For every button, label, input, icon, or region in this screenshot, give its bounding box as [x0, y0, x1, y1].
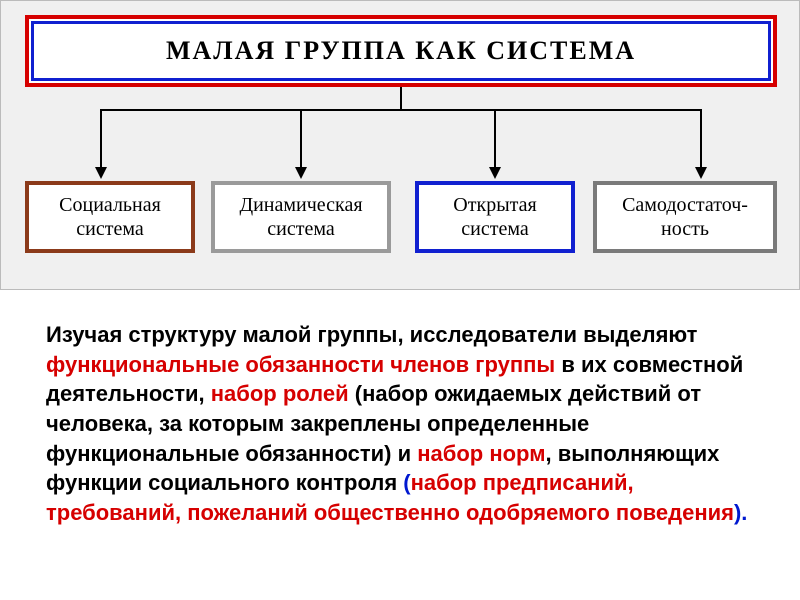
child-box-1: Социальнаясистема: [25, 181, 195, 253]
child-text-4: Самодостаточ-ность: [622, 193, 748, 241]
child-box-4: Самодостаточ-ность: [593, 181, 777, 253]
p-seg-3: набор ролей: [211, 381, 349, 406]
child-box-2: Динамическаясистема: [211, 181, 391, 253]
p-seg-5: набор норм: [417, 441, 545, 466]
title-text: МАЛАЯ ГРУППА КАК СИСТЕМА: [166, 36, 636, 66]
diagram-area: МАЛАЯ ГРУППА КАК СИСТЕМА Социальнаясисте…: [0, 0, 800, 290]
drop-2: [300, 109, 302, 167]
arrowhead-3: [489, 167, 501, 179]
p-seg-0: Изучая структуру малой группы, исследова…: [46, 322, 697, 347]
arrowhead-4: [695, 167, 707, 179]
arrowhead-2: [295, 167, 307, 179]
drop-3: [494, 109, 496, 167]
p-seg-7: (: [403, 470, 410, 495]
p-seg-1: функциональные обязанности членов группы: [46, 352, 555, 377]
drop-1: [100, 109, 102, 167]
title-box: МАЛАЯ ГРУППА КАК СИСТЕМА: [25, 15, 777, 87]
connector-hline: [101, 109, 701, 111]
child-text-3: Открытаясистема: [453, 193, 536, 241]
child-text-2: Динамическаясистема: [239, 193, 362, 241]
description-paragraph: Изучая структуру малой группы, исследова…: [0, 290, 800, 548]
drop-4: [700, 109, 702, 167]
child-box-3: Открытаясистема: [415, 181, 575, 253]
child-text-1: Социальнаясистема: [59, 193, 161, 241]
connector-stem: [400, 87, 402, 109]
p-seg-9: ).: [734, 500, 747, 525]
arrowhead-1: [95, 167, 107, 179]
